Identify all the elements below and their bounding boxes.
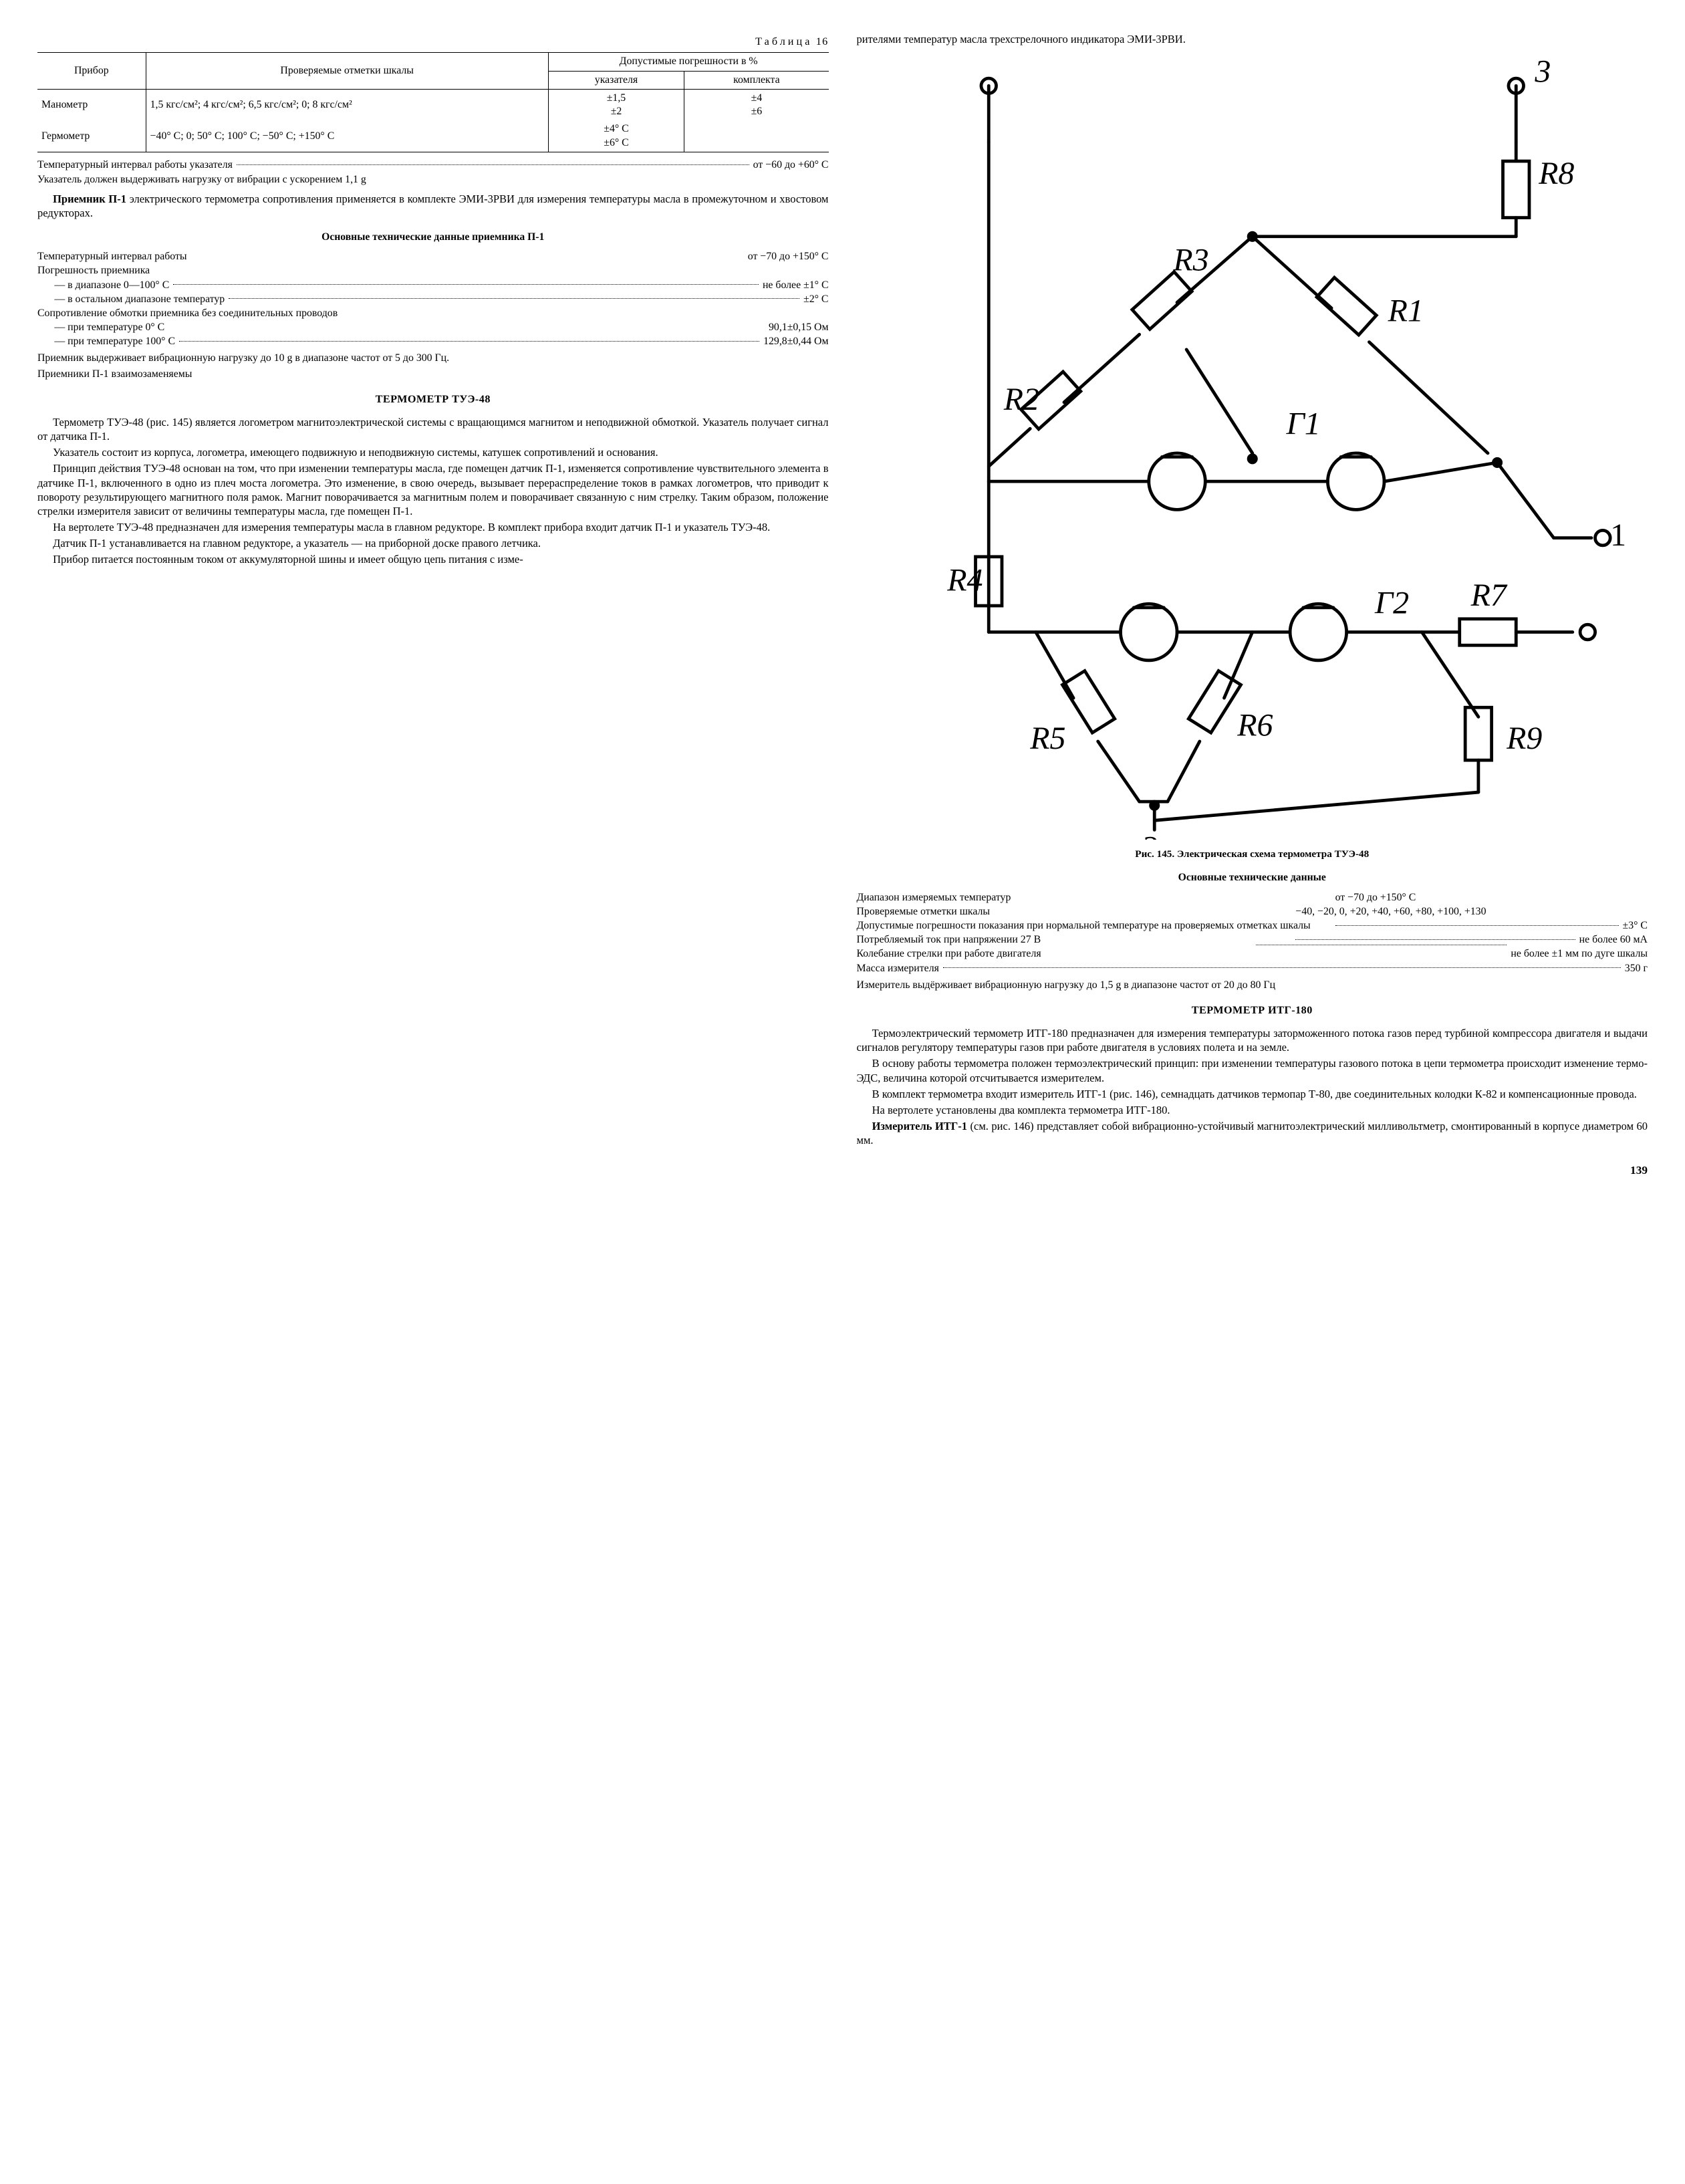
spec-row: Допустимые погрешности показа­ния при но…	[857, 919, 1648, 933]
itg180-p2: В основу работы термометра положен термо…	[857, 1056, 1648, 1084]
fig-label-R3: R3	[1172, 243, 1208, 278]
t16-h-err-a: указателя	[548, 71, 684, 89]
tue48-p5: Датчик П-1 устанавливается на главном ре…	[37, 536, 829, 550]
t16-h-marks: Проверяемые отметки шкалы	[146, 53, 548, 90]
table-row: Манометр 1,5 кгс/см²; 4 кгс/см²; 6,5 кгс…	[37, 89, 829, 120]
fig-label-n3: 3	[1534, 54, 1551, 90]
tue48-p1: Термометр ТУЭ-48 (рис. 145) является лог…	[37, 415, 829, 443]
spec-row: Проверяемые отметки шкалы −40, −20, 0, +…	[857, 905, 1648, 919]
spec-row: — в диапазоне 0—100° С не более ±1° С	[37, 279, 829, 292]
spec-row: — при температуре 0° С 90,1±0,15 Ом	[37, 321, 829, 334]
tue48-p6: Прибор питается постоянным током от акку…	[37, 552, 829, 566]
col2-note: Измеритель выдёрживает вибрационную нагр…	[857, 979, 1648, 992]
fig-label-n1: 1	[1610, 517, 1626, 553]
table-16: Прибор Проверяемые отметки шкалы Допусти…	[37, 52, 829, 152]
p1-specs-title: Основные технические данные приемника П-…	[37, 231, 829, 244]
page-number: 139	[857, 1163, 1648, 1178]
p1-note2: Приемники П-1 взаимозаменяемы	[37, 368, 829, 381]
col2-continuation: рителями температур масла трехстрелочног…	[857, 32, 1648, 46]
tue48-p3: Принцип действия ТУЭ-48 основан на том, …	[37, 461, 829, 517]
fig-label-R5: R5	[1029, 721, 1065, 757]
table-row: Гермометр −40° С; 0; 50° С; 100° С; −50°…	[37, 120, 829, 152]
tue48-p2: Указатель состоит из корпуса, логометра,…	[37, 445, 829, 459]
spec-row: Колебание стрелки при работе дви­гателя …	[857, 947, 1648, 961]
col2-specs-title: Основные технические данные	[857, 871, 1648, 884]
itg180-p3: В комплект термометра входит измеритель …	[857, 1087, 1648, 1101]
fig-label-G1: Г1	[1285, 406, 1320, 442]
spec-row: Температурный интервал работы от −70 до …	[37, 250, 829, 263]
spec-row: — в остальном диапазоне темпе­ратур ±2° …	[37, 293, 829, 306]
fig-label-G2: Г2	[1374, 586, 1408, 621]
spec-row: Сопротивление обмотки приемника без соед…	[37, 307, 829, 320]
spec-row: Потребляемый ток при напряжении 27 В не …	[857, 933, 1648, 947]
spec-row: Температурный интервал работы указателя …	[37, 158, 829, 172]
itg180-p1: Термоэлектрический термометр ИТГ-180 пре…	[857, 1026, 1648, 1054]
tue48-title: ТЕРМОМЕТР ТУЭ-48	[37, 393, 829, 407]
schematic-svg: 3 R8 R3 R1 R2 Г1 R4 Г2 R7 1 R5 R6 R9 2	[857, 48, 1648, 840]
p1-note1: Приемник выдерживает вибрационную нагруз…	[37, 352, 829, 365]
t16-h-err: Допустимые погреш­ности в %	[548, 53, 828, 71]
fig-label-R1: R1	[1387, 293, 1423, 329]
tue48-p4: На вертолете ТУЭ-48 предназначен для изм…	[37, 520, 829, 534]
spec-row: Масса измерителя 350 г	[857, 962, 1648, 975]
itg180-p5: Измеритель ИТГ-1 (см. рис. 146) представ…	[857, 1119, 1648, 1147]
vibration-note: Указатель должен выдерживать нагрузку от…	[37, 173, 829, 187]
fig-label-R6: R6	[1237, 708, 1273, 743]
table16-caption: Таблица 16	[37, 35, 829, 49]
t16-h-err-b: комплекта	[684, 71, 829, 89]
fig-label-R2: R2	[1003, 382, 1039, 417]
t16-h-device: Прибор	[37, 53, 146, 90]
itg180-title: ТЕРМОМЕТР ИТГ-180	[857, 1004, 1648, 1018]
itg180-p4: На вертолете установлены два комплекта т…	[857, 1103, 1648, 1117]
p1-paragraph: Приемник П-1 электрического термометра с…	[37, 192, 829, 220]
fig-label-R7: R7	[1470, 578, 1507, 613]
fig-label-R8: R8	[1538, 156, 1574, 191]
spec-row: — при температуре 100° С 129,8±0,44 Ом	[37, 335, 829, 348]
spec-row: Диапазон измеряемых температур от −70 до…	[857, 891, 1648, 904]
figure-145: 3 R8 R3 R1 R2 Г1 R4 Г2 R7 1 R5 R6 R9 2	[857, 48, 1648, 840]
figure-145-caption: Рис. 145. Электрическая схема термометра…	[857, 848, 1648, 860]
fig-label-n2: 2	[1143, 830, 1159, 840]
spec-row: Погрешность приемника	[37, 264, 829, 277]
fig-label-R9: R9	[1506, 721, 1542, 757]
fig-label-R4: R4	[946, 563, 983, 598]
